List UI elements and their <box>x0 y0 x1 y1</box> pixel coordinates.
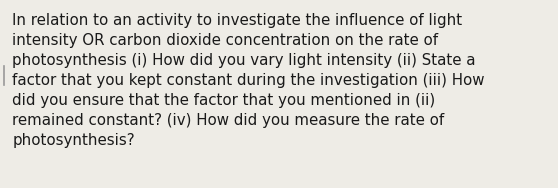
Text: In relation to an activity to investigate the influence of light
intensity OR ca: In relation to an activity to investigat… <box>12 13 485 148</box>
